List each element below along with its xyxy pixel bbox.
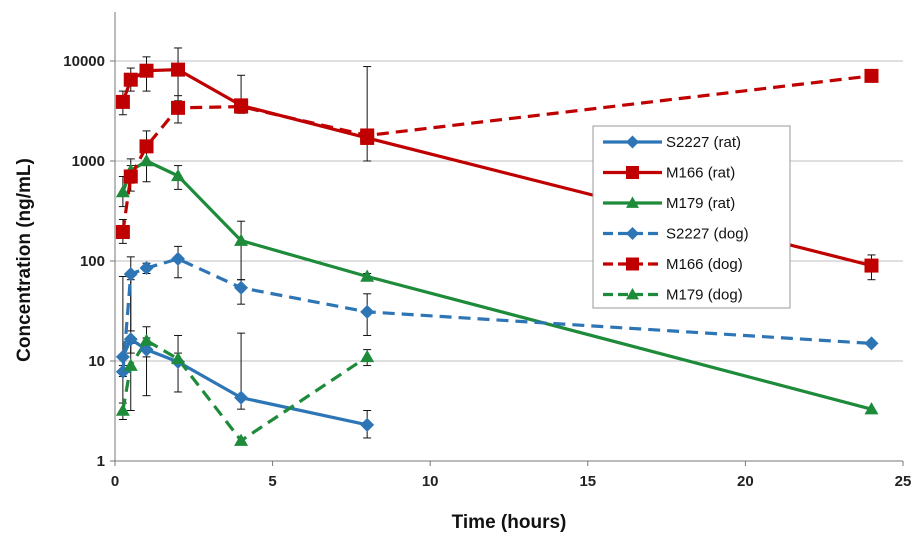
legend-label-m166-rat: M166 (rat) [666, 165, 735, 182]
legend-marker-m166-rat [626, 166, 639, 179]
y-tick-label-100: 100 [80, 253, 105, 270]
data-point-m166-rat-3 [171, 62, 186, 77]
data-point-s2227-rat-4 [234, 390, 249, 405]
data-point-m166-rat-6 [864, 258, 879, 273]
data-point-m179-rat-2 [139, 154, 154, 167]
data-point-m179-rat-0 [115, 184, 130, 198]
data-point-m166-rat-1 [123, 72, 138, 87]
data-point-s2227-dog-3 [171, 251, 186, 266]
data-point-m179-dog-2 [139, 333, 154, 346]
data-point-s2227-dog-5 [360, 304, 375, 319]
series-line-s2227-rat [121, 337, 368, 427]
data-point-m166-dog-2 [139, 139, 154, 154]
axes [110, 12, 904, 466]
y-tick-label-10: 10 [88, 353, 105, 370]
data-point-m166-dog-4 [234, 99, 249, 114]
legend-marker-m166-dog [626, 257, 639, 271]
data-point-m179-rat-6 [864, 402, 879, 415]
data-point-m166-dog-0 [115, 224, 130, 239]
x-axis-label: Time (hours) [452, 512, 567, 533]
x-tick-label-0: 0 [111, 473, 119, 490]
series-markers [115, 62, 879, 446]
data-point-m179-dog-0 [115, 403, 130, 416]
data-point-m166-rat-0 [115, 94, 130, 109]
data-point-m179-dog-5 [360, 349, 375, 363]
data-point-m166-dog-5 [360, 128, 375, 143]
legend-label-m179-rat: M179 (rat) [666, 195, 735, 212]
data-point-m179-rat-3 [171, 168, 186, 182]
data-point-m179-dog-4 [234, 433, 249, 446]
y-tick-label-1000: 1000 [72, 153, 105, 170]
data-point-s2227-dog-1 [123, 267, 138, 282]
legend-marker-s2227-rat [626, 135, 639, 149]
legend-marker-s2227-dog [626, 227, 639, 240]
data-point-s2227-dog-2 [139, 261, 154, 276]
y-axis-label: Concentration (ng/mL) [14, 158, 35, 362]
legend: S2227 (rat) M166 (rat) M179 (rat) S2227 (do… [592, 125, 791, 309]
legend-marker-m179-dog [626, 288, 639, 300]
y-tick-label-10000: 10000 [63, 53, 105, 70]
data-point-m179-dog-1 [123, 358, 138, 371]
data-point-m166-dog-3 [171, 100, 186, 115]
data-point-m166-dog-1 [123, 169, 138, 184]
y-tick-label-1: 1 [97, 453, 105, 470]
data-point-m179-rat-5 [360, 269, 375, 282]
data-point-s2227-rat-5 [360, 417, 375, 432]
legend-label-s2227-rat: S2227 (rat) [666, 134, 741, 151]
x-tick-label-25: 25 [895, 473, 912, 490]
legend-label-m179-dog: M179 (dog) [666, 287, 743, 304]
data-point-m166-dog-6 [864, 68, 879, 83]
legend-label-m166-dog: M166 (dog) [666, 256, 743, 273]
data-point-s2227-dog-6 [864, 336, 879, 351]
data-point-s2227-rat-1 [123, 332, 138, 347]
x-tick-label-20: 20 [737, 473, 754, 490]
x-tick-label-15: 15 [579, 473, 596, 490]
data-point-s2227-dog-0 [115, 364, 130, 379]
tick-labels: 1 10 100 1000 10000 0 5 10 15 20 25 [63, 53, 911, 490]
data-point-s2227-rat-2 [139, 342, 154, 357]
data-point-s2227-dog-4 [234, 280, 249, 295]
legend-box [592, 125, 791, 309]
x-tick-label-10: 10 [422, 473, 439, 490]
data-point-m166-rat-2 [139, 63, 154, 78]
data-point-s2227-rat-0 [115, 349, 130, 364]
legend-marker-m179-rat [626, 196, 639, 208]
legend-label-s2227-dog: S2227 (dog) [666, 226, 749, 243]
data-point-m179-dog-3 [171, 351, 186, 365]
x-tick-label-5: 5 [268, 473, 276, 490]
data-point-m179-rat-4 [234, 233, 249, 246]
